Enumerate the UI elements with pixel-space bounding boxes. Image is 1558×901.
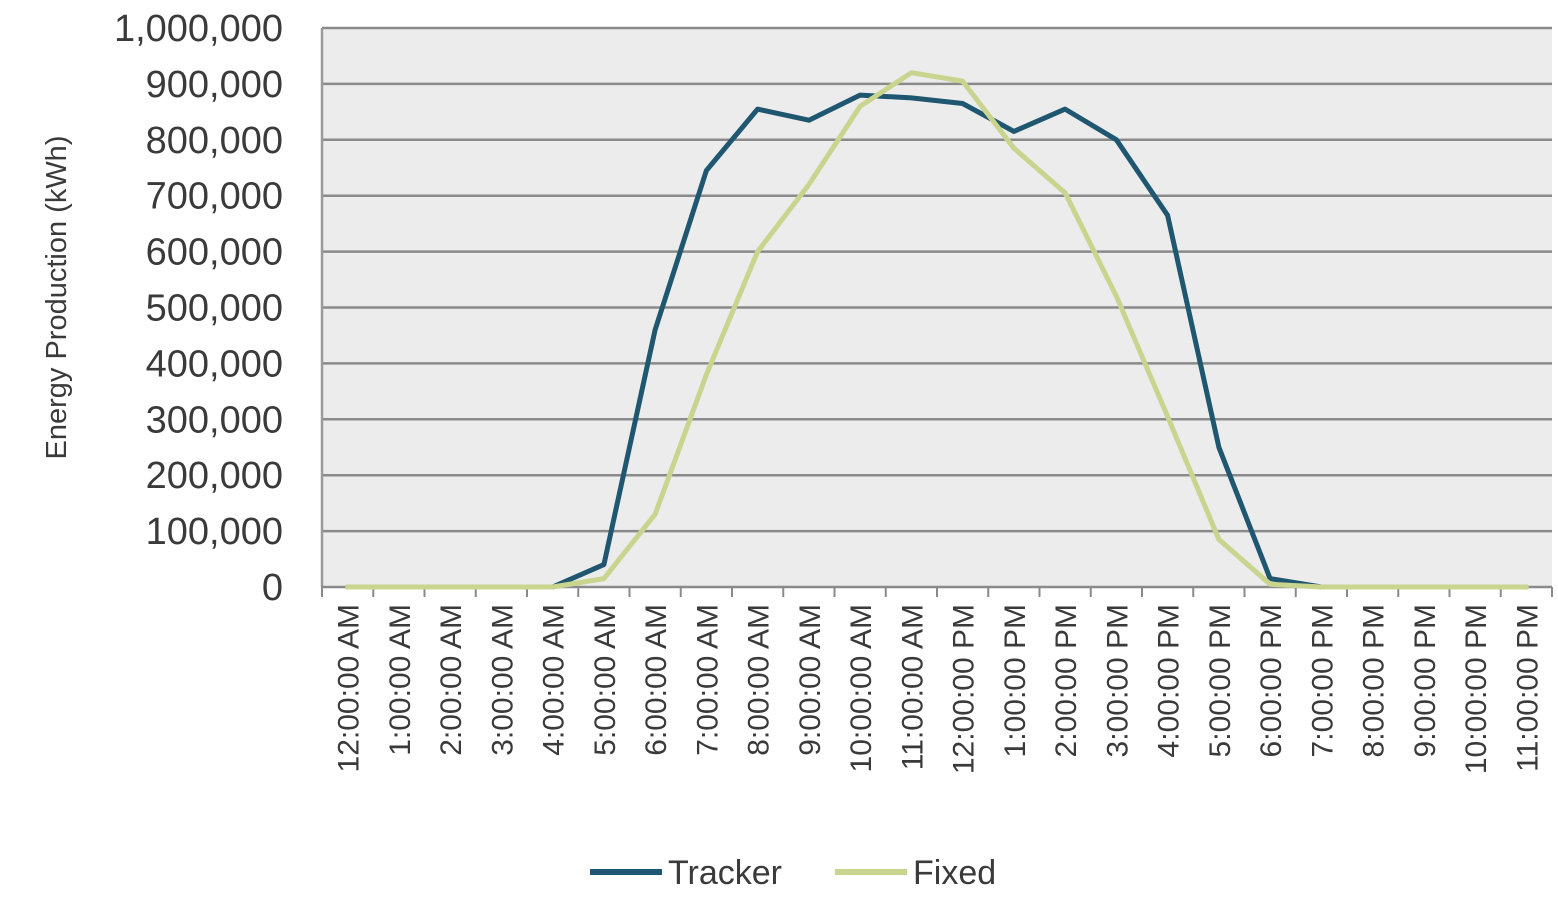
y-tick-label: 800,000 (146, 120, 283, 162)
legend-label-fixed: Fixed (913, 854, 996, 892)
y-axis-title: Energy Production (kWh) (41, 136, 73, 460)
x-tick-label: 8:00:00 PM (1358, 604, 1391, 757)
legend-label-tracker: Tracker (668, 854, 782, 892)
y-tick-label: 1,000,000 (114, 8, 283, 50)
x-tick-label: 4:00:00 PM (1153, 604, 1186, 757)
x-tick-label: 6:00:00 PM (1255, 604, 1288, 757)
y-tick-label: 600,000 (146, 232, 283, 274)
legend: Tracker Fixed (590, 854, 996, 892)
x-tick-label: 5:00:00 PM (1204, 604, 1237, 757)
x-tick-label: 9:00:00 AM (794, 604, 827, 756)
x-axis-ticks: 12:00:00 AM 1:00:00 AM 2:00:00 AM 3:00:00 A… (333, 604, 1545, 774)
y-tick-label: 100,000 (146, 511, 283, 553)
x-tick-label: 5:00:00 AM (589, 604, 622, 756)
series-line-fixed (345, 70, 1529, 590)
y-tick-label: 300,000 (146, 399, 283, 441)
series (345, 70, 1529, 590)
x-tick-label: 2:00:00 AM (435, 604, 468, 756)
y-tick-label: 200,000 (146, 455, 283, 497)
x-tick-label: 4:00:00 AM (538, 604, 571, 756)
y-tick-label: 700,000 (146, 176, 283, 218)
y-axis-ticks: 0 100,000 200,000 300,000 400,000 500,000 600,… (114, 8, 283, 609)
y-tick-label: 500,000 (146, 288, 283, 330)
x-tick-label: 7:00:00 AM (691, 604, 724, 756)
y-tick-label: 400,000 (146, 343, 283, 385)
x-tick-label: 11:00:00 PM (1511, 604, 1544, 772)
x-tick-label: 12:00:00 PM (948, 604, 981, 774)
y-tick-label: 900,000 (146, 64, 283, 106)
x-tick-label: 11:00:00 AM (896, 604, 929, 770)
gridlines (322, 26, 1552, 533)
x-tick-label: 1:00:00 AM (384, 604, 417, 756)
y-tick-label: 0 (262, 567, 283, 609)
x-tick-label: 7:00:00 PM (1306, 604, 1339, 757)
x-tick-label: 2:00:00 PM (1050, 604, 1083, 757)
x-tick-label: 6:00:00 AM (640, 604, 673, 756)
x-tick-label: 8:00:00 AM (743, 604, 776, 756)
x-tick-label: 1:00:00 PM (999, 604, 1032, 757)
x-tick-label: 10:00:00 PM (1460, 604, 1493, 774)
x-tick-label: 9:00:00 PM (1409, 604, 1442, 757)
x-tick-label: 12:00:00 AM (333, 604, 366, 772)
x-tick-label: 3:00:00 AM (486, 604, 519, 756)
x-tick-label: 3:00:00 PM (1101, 604, 1134, 757)
x-tick-label: 10:00:00 AM (845, 604, 878, 772)
